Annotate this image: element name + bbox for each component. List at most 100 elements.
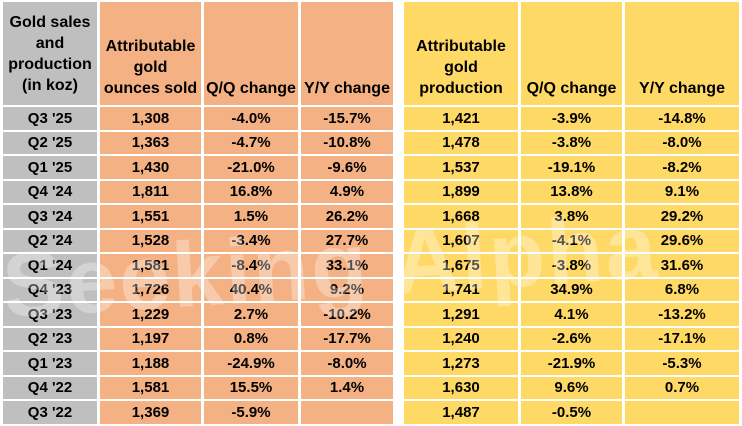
production-qq-change: -0.5%	[521, 401, 622, 424]
production-qq-change: 34.9%	[521, 278, 622, 301]
production-yy-change: -13.2%	[625, 303, 739, 326]
sold-value: 1,581	[100, 254, 201, 277]
column-gap	[396, 279, 401, 302]
sold-qq-change: 16.8%	[204, 180, 298, 203]
table-row: Q3 '24 1,551 1.5% 26.2% 1,668 3.8% 29.2%	[3, 205, 739, 228]
row-label: Q3 '24	[3, 205, 97, 228]
col-header-ounces-sold: Attributable gold ounces sold	[100, 2, 201, 105]
column-gap	[396, 132, 401, 155]
sold-qq-change: -8.4%	[204, 254, 298, 277]
header-row: Gold sales and production (in koz) Attri…	[3, 2, 739, 105]
row-label: Q3 '25	[3, 107, 97, 130]
sold-qq-change: 0.8%	[204, 327, 298, 350]
sold-yy-change: -10.8%	[301, 131, 393, 154]
sold-qq-change: 40.4%	[204, 278, 298, 301]
production-yy-change: -5.3%	[625, 352, 739, 375]
production-qq-change: -3.8%	[521, 254, 622, 277]
row-label: Q4 '22	[3, 376, 97, 399]
production-value: 1,675	[404, 254, 518, 277]
production-yy-change: 6.8%	[625, 278, 739, 301]
col-header-production: Attributable gold production	[404, 2, 518, 105]
row-label: Q3 '23	[3, 303, 97, 326]
row-label: Q1 '23	[3, 352, 97, 375]
table-row: Q2 '23 1,197 0.8% -17.7% 1,240 -2.6% -17…	[3, 327, 739, 351]
sold-yy-change: 4.9%	[301, 180, 393, 203]
production-qq-change: -3.8%	[521, 131, 622, 154]
production-yy-change: -17.1%	[625, 327, 739, 350]
table-row: Q3 '25 1,308 -4.0% -15.7% 1,421 -3.9% -1…	[3, 107, 739, 130]
production-value: 1,240	[404, 327, 518, 350]
table-row: Q4 '23 1,726 40.4% 9.2% 1,741 34.9% 6.8%	[3, 278, 739, 302]
table-row: Q2 '24 1,528 -3.4% 27.7% 1,607 -4.1% 29.…	[3, 229, 739, 253]
sold-value: 1,229	[100, 303, 201, 326]
production-qq-change: 3.8%	[521, 205, 622, 228]
production-value: 1,273	[404, 352, 518, 375]
col-header-sold-qq-change: Q/Q change	[204, 2, 298, 105]
sold-value: 1,581	[100, 376, 201, 399]
column-gap	[396, 156, 401, 179]
column-gap	[396, 107, 401, 130]
table-row: Q2 '25 1,363 -4.7% -10.8% 1,478 -3.8% -8…	[3, 131, 739, 155]
production-qq-change: -2.6%	[521, 327, 622, 350]
column-gap	[396, 328, 401, 351]
production-qq-change: -4.1%	[521, 229, 622, 252]
row-label: Q4 '23	[3, 278, 97, 301]
sold-yy-change	[301, 401, 393, 424]
table-row: Q1 '25 1,430 -21.0% -9.6% 1,537 -19.1% -…	[3, 156, 739, 179]
sold-value: 1,430	[100, 156, 201, 179]
sold-yy-change: -17.7%	[301, 327, 393, 350]
sold-yy-change: 27.7%	[301, 229, 393, 252]
production-yy-change: 31.6%	[625, 254, 739, 277]
sold-yy-change: -9.6%	[301, 156, 393, 179]
column-gap	[396, 352, 401, 375]
production-yy-change: 29.6%	[625, 229, 739, 252]
sold-value: 1,308	[100, 107, 201, 130]
production-yy-change: 0.7%	[625, 376, 739, 399]
sold-qq-change: 2.7%	[204, 303, 298, 326]
sold-value: 1,811	[100, 180, 201, 203]
row-label: Q1 '24	[3, 254, 97, 277]
col-header-sold-yy-change: Y/Y change	[301, 2, 393, 105]
sold-yy-change: -8.0%	[301, 352, 393, 375]
production-value: 1,668	[404, 205, 518, 228]
sold-yy-change: -10.2%	[301, 303, 393, 326]
column-gap	[396, 254, 401, 277]
production-value: 1,291	[404, 303, 518, 326]
sold-value: 1,363	[100, 131, 201, 154]
production-qq-change: 9.6%	[521, 376, 622, 399]
sold-qq-change: 1.5%	[204, 205, 298, 228]
col-header-prod-qq-change: Q/Q change	[521, 2, 622, 105]
row-label: Q1 '25	[3, 156, 97, 179]
column-gap	[396, 181, 401, 204]
production-qq-change: -21.9%	[521, 352, 622, 375]
row-label: Q2 '25	[3, 131, 97, 154]
production-yy-change: -14.8%	[625, 107, 739, 130]
production-yy-change: 9.1%	[625, 180, 739, 203]
sold-qq-change: -21.0%	[204, 156, 298, 179]
table-row: Q3 '23 1,229 2.7% -10.2% 1,291 4.1% -13.…	[3, 303, 739, 326]
column-gap	[396, 230, 401, 253]
production-value: 1,487	[404, 401, 518, 424]
column-gap	[396, 205, 401, 228]
production-qq-change: 13.8%	[521, 180, 622, 203]
table-row: Q4 '24 1,811 16.8% 4.9% 1,899 13.8% 9.1%	[3, 180, 739, 204]
production-yy-change: -8.2%	[625, 156, 739, 179]
sold-qq-change: 15.5%	[204, 376, 298, 399]
column-gap	[396, 377, 401, 400]
production-qq-change: -3.9%	[521, 107, 622, 130]
production-value: 1,607	[404, 229, 518, 252]
sold-value: 1,369	[100, 401, 201, 424]
sold-value: 1,726	[100, 278, 201, 301]
sold-qq-change: -24.9%	[204, 352, 298, 375]
table-row: Q1 '23 1,188 -24.9% -8.0% 1,273 -21.9% -…	[3, 352, 739, 375]
sold-value: 1,528	[100, 229, 201, 252]
sold-qq-change: -3.4%	[204, 229, 298, 252]
sold-value: 1,188	[100, 352, 201, 375]
production-yy-change: -8.0%	[625, 131, 739, 154]
sold-yy-change: -15.7%	[301, 107, 393, 130]
sold-qq-change: -4.7%	[204, 131, 298, 154]
production-qq-change: 4.1%	[521, 303, 622, 326]
sold-yy-change: 33.1%	[301, 254, 393, 277]
row-label: Q2 '24	[3, 229, 97, 252]
